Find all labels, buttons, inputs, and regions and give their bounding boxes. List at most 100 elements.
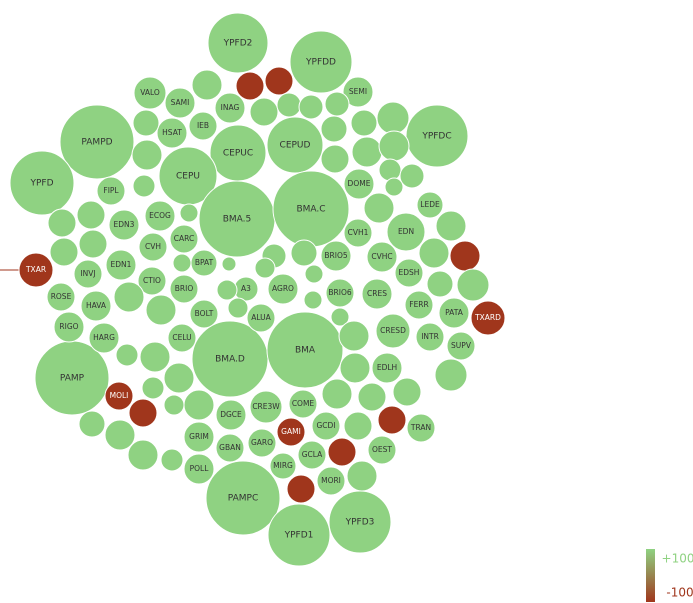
bubble-label: CEPU xyxy=(176,172,200,182)
bubble xyxy=(105,249,137,281)
bubble-label: CEPUD xyxy=(280,141,311,151)
bubble-label: RIGO xyxy=(59,322,78,331)
bubble-label: CTIO xyxy=(143,276,161,285)
bubble xyxy=(367,435,397,465)
bubble xyxy=(304,264,324,284)
bubble-label: LEDE xyxy=(420,200,440,209)
bubble xyxy=(346,460,378,492)
bubble-label: GCLA xyxy=(302,450,323,459)
bubble-label: BMA xyxy=(295,346,316,356)
bubble xyxy=(216,279,238,301)
bubble xyxy=(221,256,237,272)
bubble-label: GAMI xyxy=(281,427,301,436)
bubble xyxy=(215,433,245,463)
bubble xyxy=(418,237,450,269)
bubble xyxy=(297,440,327,470)
scale-min-label: -100 xyxy=(666,586,693,600)
bubble xyxy=(350,109,378,137)
bubble xyxy=(47,208,77,238)
bubble xyxy=(456,268,490,302)
bubble xyxy=(144,200,176,232)
bubble xyxy=(145,294,177,326)
bubble-label: DGCE xyxy=(220,410,242,419)
bubble xyxy=(141,376,165,400)
bubble xyxy=(80,290,112,322)
bubble xyxy=(88,322,120,354)
bubble-label: HAVA xyxy=(86,301,107,310)
bubble xyxy=(392,377,422,407)
bubble-label: MORI xyxy=(321,476,341,485)
bubble xyxy=(290,239,318,267)
bubble xyxy=(46,282,76,312)
bubble-label: POLL xyxy=(190,464,210,473)
bubble xyxy=(49,237,79,267)
bubble xyxy=(164,87,196,119)
bubble xyxy=(254,257,276,279)
bubble xyxy=(320,115,348,143)
bubble xyxy=(330,307,350,327)
bubble xyxy=(138,232,168,262)
bubble-label: TXAR xyxy=(25,265,46,274)
bubble xyxy=(215,399,247,431)
bubble xyxy=(188,111,218,141)
bubble xyxy=(384,177,404,197)
bubble xyxy=(266,311,344,389)
bubble-label: EDSH xyxy=(399,268,420,277)
bubble-label: CELU xyxy=(172,333,191,342)
bubble-label: BMA.5 xyxy=(223,215,252,225)
bubble xyxy=(137,266,167,296)
bubble-label: GCDI xyxy=(316,421,335,430)
bubble-label: COME xyxy=(292,399,315,408)
bubble xyxy=(267,273,299,305)
bubble xyxy=(378,130,410,162)
bubble-label: ROSE xyxy=(51,292,72,301)
bubble xyxy=(73,259,103,289)
bubble-label: CEPUC xyxy=(223,149,253,159)
bubble xyxy=(303,290,323,310)
bubble xyxy=(338,320,370,352)
bubble xyxy=(286,474,316,504)
bubble xyxy=(9,150,75,216)
bubble xyxy=(449,240,481,272)
bubble-label: GBAN xyxy=(219,443,241,452)
bubble xyxy=(131,139,163,171)
bubble xyxy=(169,274,199,304)
bubble xyxy=(247,428,277,458)
bubble-label: BOLT xyxy=(195,309,214,318)
bubble xyxy=(363,192,395,224)
bubble-label: A3 xyxy=(241,284,251,293)
bubble xyxy=(267,503,331,567)
bubble xyxy=(276,417,306,447)
bubble-label: BMA.D xyxy=(215,355,245,365)
bubble xyxy=(375,313,411,349)
bubble xyxy=(357,382,387,412)
bubble xyxy=(163,362,195,394)
bubble xyxy=(426,270,454,298)
bubble-label: EDN1 xyxy=(111,260,132,269)
bubble xyxy=(172,253,192,273)
bubble-label: CVH xyxy=(145,242,161,251)
bubble-label: SEMI xyxy=(349,87,367,96)
bubble xyxy=(246,303,276,333)
bubble xyxy=(163,394,185,416)
bubble-label: PAMP xyxy=(60,374,85,384)
bubble xyxy=(342,76,374,108)
bubble xyxy=(183,421,215,453)
bubble xyxy=(76,200,106,230)
bubble xyxy=(377,405,407,435)
bubble xyxy=(139,341,171,373)
bubble xyxy=(249,97,279,127)
bubble xyxy=(183,389,215,421)
bubble xyxy=(435,210,467,242)
bubble-label: YPFD2 xyxy=(223,39,253,49)
bubble-label: SAMI xyxy=(171,98,190,107)
bubble-label: DOME xyxy=(348,179,371,188)
bubble xyxy=(416,191,444,219)
bubble xyxy=(361,278,393,310)
bubble xyxy=(366,241,398,273)
bubble xyxy=(343,168,375,200)
bubble-label: MIRG xyxy=(273,461,293,470)
bubble xyxy=(104,381,134,411)
bubble xyxy=(266,116,324,174)
